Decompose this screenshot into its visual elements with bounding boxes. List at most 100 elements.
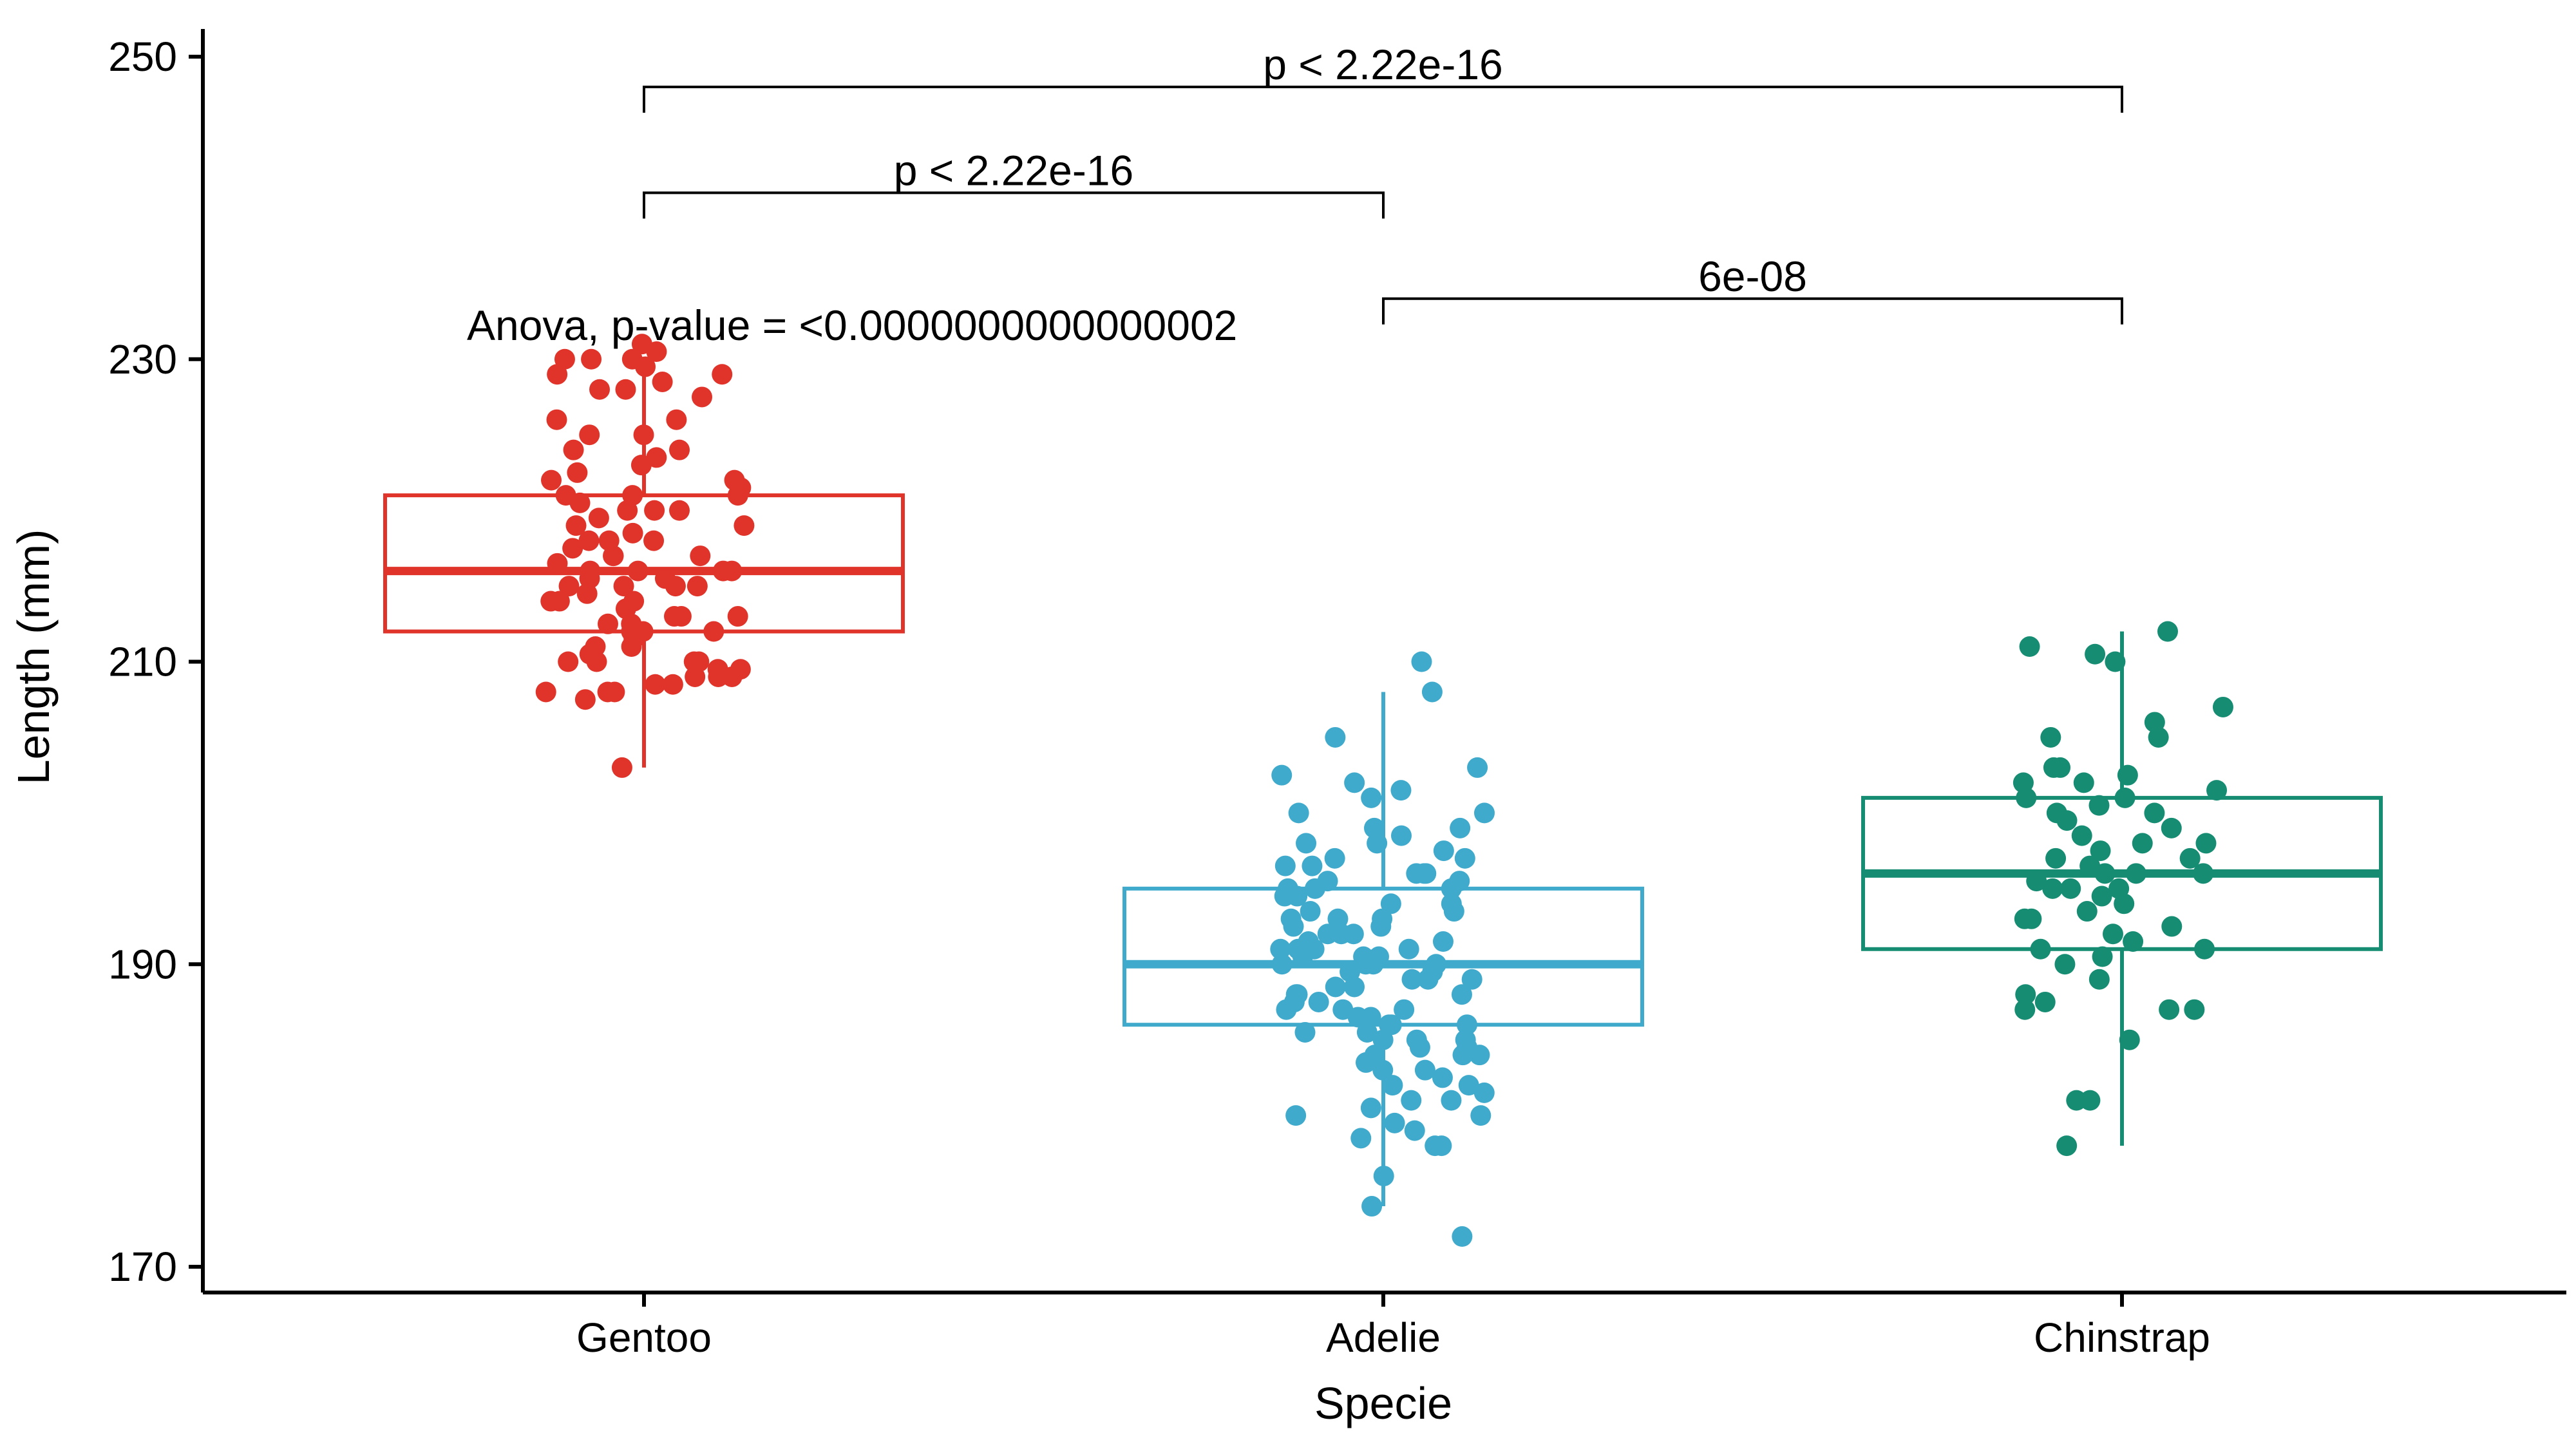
data-point	[1452, 1045, 1473, 1066]
data-point	[567, 462, 588, 483]
data-point	[1394, 999, 1415, 1020]
data-point	[1380, 893, 1401, 914]
data-point	[1296, 833, 1317, 854]
data-point	[588, 507, 609, 529]
data-point	[1467, 757, 1488, 778]
data-point	[665, 576, 686, 597]
data-point	[633, 424, 654, 446]
data-point	[2040, 726, 2061, 748]
data-point	[2195, 833, 2217, 854]
data-point	[1441, 878, 1462, 899]
data-point	[2194, 938, 2215, 960]
data-point	[2114, 787, 2136, 808]
data-point	[2056, 810, 2078, 831]
data-point	[2026, 871, 2047, 892]
data-point	[2157, 621, 2178, 642]
data-point	[643, 530, 665, 551]
y-tick-label: 210	[108, 639, 177, 685]
data-point	[2179, 848, 2201, 869]
data-point	[627, 560, 649, 582]
y-tick-label: 190	[108, 941, 177, 987]
bracket-label: 6e-08	[1698, 252, 1807, 300]
x-tick-label: Adelie	[1326, 1314, 1441, 1361]
data-point	[1372, 1059, 1394, 1081]
data-point	[687, 576, 708, 597]
data-point	[644, 500, 665, 521]
data-point	[1433, 840, 1454, 862]
data-point	[690, 545, 711, 567]
data-point	[1363, 954, 1384, 975]
data-point	[1367, 833, 1388, 854]
data-point	[685, 666, 706, 687]
data-point	[1304, 878, 1325, 899]
data-point	[2060, 878, 2081, 899]
data-point	[1382, 1075, 1403, 1096]
comparison-bracket: 6e-08	[1382, 252, 2123, 325]
data-point	[2088, 969, 2110, 990]
data-point	[1456, 1014, 1477, 1036]
data-point	[611, 757, 632, 778]
x-tick-label: Chinstrap	[2034, 1314, 2210, 1361]
data-point	[615, 379, 636, 400]
data-point	[1325, 976, 1346, 998]
data-point	[2076, 901, 2098, 922]
data-point	[1276, 999, 1297, 1020]
data-point	[597, 613, 618, 634]
comparison-bracket: p < 2.22e-16	[643, 41, 2123, 113]
data-point	[2088, 795, 2110, 816]
data-point	[1302, 855, 1323, 876]
data-point	[579, 424, 600, 446]
data-point	[2161, 916, 2183, 937]
data-point	[727, 606, 748, 627]
data-point	[662, 674, 683, 695]
data-point	[2102, 923, 2123, 945]
data-point	[2085, 643, 2106, 665]
data-point	[2212, 696, 2233, 717]
data-point	[1443, 901, 1464, 922]
data-point	[2092, 946, 2113, 967]
data-point	[1406, 863, 1427, 884]
data-point	[1283, 916, 1304, 937]
data-point	[541, 469, 562, 491]
data-point	[1270, 938, 1291, 960]
data-point	[603, 545, 624, 567]
data-point	[2021, 908, 2042, 929]
data-point	[1285, 1105, 1307, 1126]
data-point	[2123, 931, 2144, 952]
data-point	[1461, 969, 1482, 990]
data-point	[646, 341, 667, 363]
data-point	[2161, 817, 2182, 838]
data-point	[2184, 999, 2205, 1020]
bracket-line	[643, 191, 1385, 219]
data-point	[712, 364, 733, 385]
data-point	[692, 386, 713, 408]
data-point	[1324, 848, 1345, 869]
data-point	[579, 568, 600, 589]
data-point	[576, 583, 598, 604]
comparison-brackets: p < 2.22e-16 p < 2.22e-16 6e-08	[643, 41, 2123, 325]
data-point	[1404, 1120, 1425, 1141]
anova-annotation: Anova, p-value = <0.0000000000000002	[467, 301, 1237, 349]
data-point	[1372, 1029, 1394, 1050]
data-point	[1451, 984, 1472, 1005]
data-point	[578, 530, 600, 551]
data-point	[1431, 1135, 1452, 1157]
data-point	[1409, 1037, 1430, 1058]
bracket-label: p < 2.22e-16	[1263, 41, 1502, 88]
data-point	[563, 439, 584, 460]
data-point	[712, 560, 734, 582]
data-point	[1356, 1052, 1377, 1073]
data-point	[1274, 886, 1295, 907]
data-point	[2105, 651, 2126, 672]
data-point	[1356, 1021, 1378, 1043]
data-point	[617, 500, 638, 521]
data-point	[1432, 1067, 1453, 1088]
data-point	[1398, 938, 1419, 960]
data-point	[562, 538, 583, 559]
data-point	[2050, 757, 2071, 778]
data-point	[652, 371, 673, 392]
data-point	[2094, 863, 2116, 884]
data-point	[2034, 991, 2056, 1012]
axes-layer: 170 190 210 230 250 Gentoo Adelie Chinstrap	[108, 29, 2566, 1361]
data-point	[1432, 931, 1454, 952]
